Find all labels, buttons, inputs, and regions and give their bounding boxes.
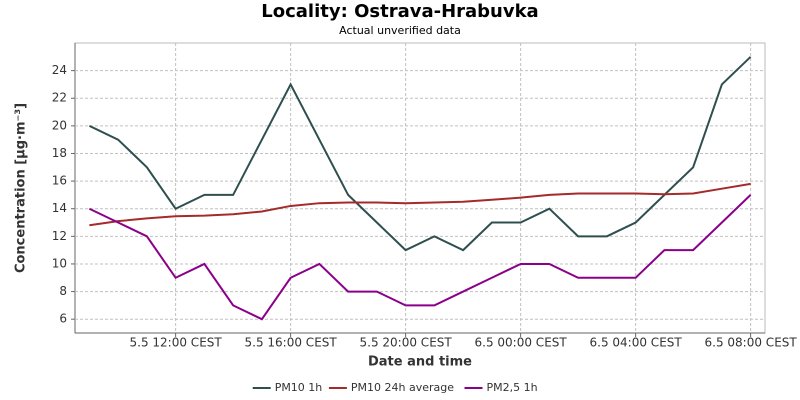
x-axis-title: Date and time	[368, 355, 472, 370]
y-tick-label: 18	[52, 146, 67, 160]
y-tick-label: 22	[52, 91, 67, 105]
chart-title: Locality: Ostrava-Hrabuvka	[261, 1, 538, 22]
plot-frame	[74, 42, 766, 334]
legend-label: PM2,5 1h	[487, 381, 538, 394]
y-tick-label: 14	[52, 201, 67, 215]
x-tick-label: 6.5 04:00 CEST	[590, 336, 683, 350]
y-tick-label: 24	[52, 63, 67, 77]
y-tick-label: 6	[59, 312, 67, 326]
y-tick-label: 16	[52, 174, 67, 188]
x-tick-label: 5.5 16:00 CEST	[245, 336, 338, 350]
legend-label: PM10 1h	[275, 381, 323, 394]
chart-subtitle: Actual unverified data	[339, 24, 461, 37]
x-tick-label: 6.5 08:00 CEST	[705, 336, 798, 350]
series-line	[88, 56, 752, 252]
y-axis-title: Concentration [µg·m⁻³]	[14, 103, 29, 273]
legend-label: PM10 24h average	[351, 381, 454, 394]
series-line	[88, 194, 752, 321]
x-tick-label: 5.5 20:00 CEST	[360, 336, 453, 350]
y-tick-label: 10	[52, 256, 67, 270]
y-tick-label: 8	[59, 284, 67, 298]
series-line	[89, 182, 751, 227]
x-tick-label: 5.5 12:00 CEST	[130, 336, 223, 350]
y-tick-label: 12	[52, 229, 67, 243]
y-tick-label: 20	[52, 118, 67, 132]
x-tick-label: 6.5 00:00 CEST	[475, 336, 568, 350]
